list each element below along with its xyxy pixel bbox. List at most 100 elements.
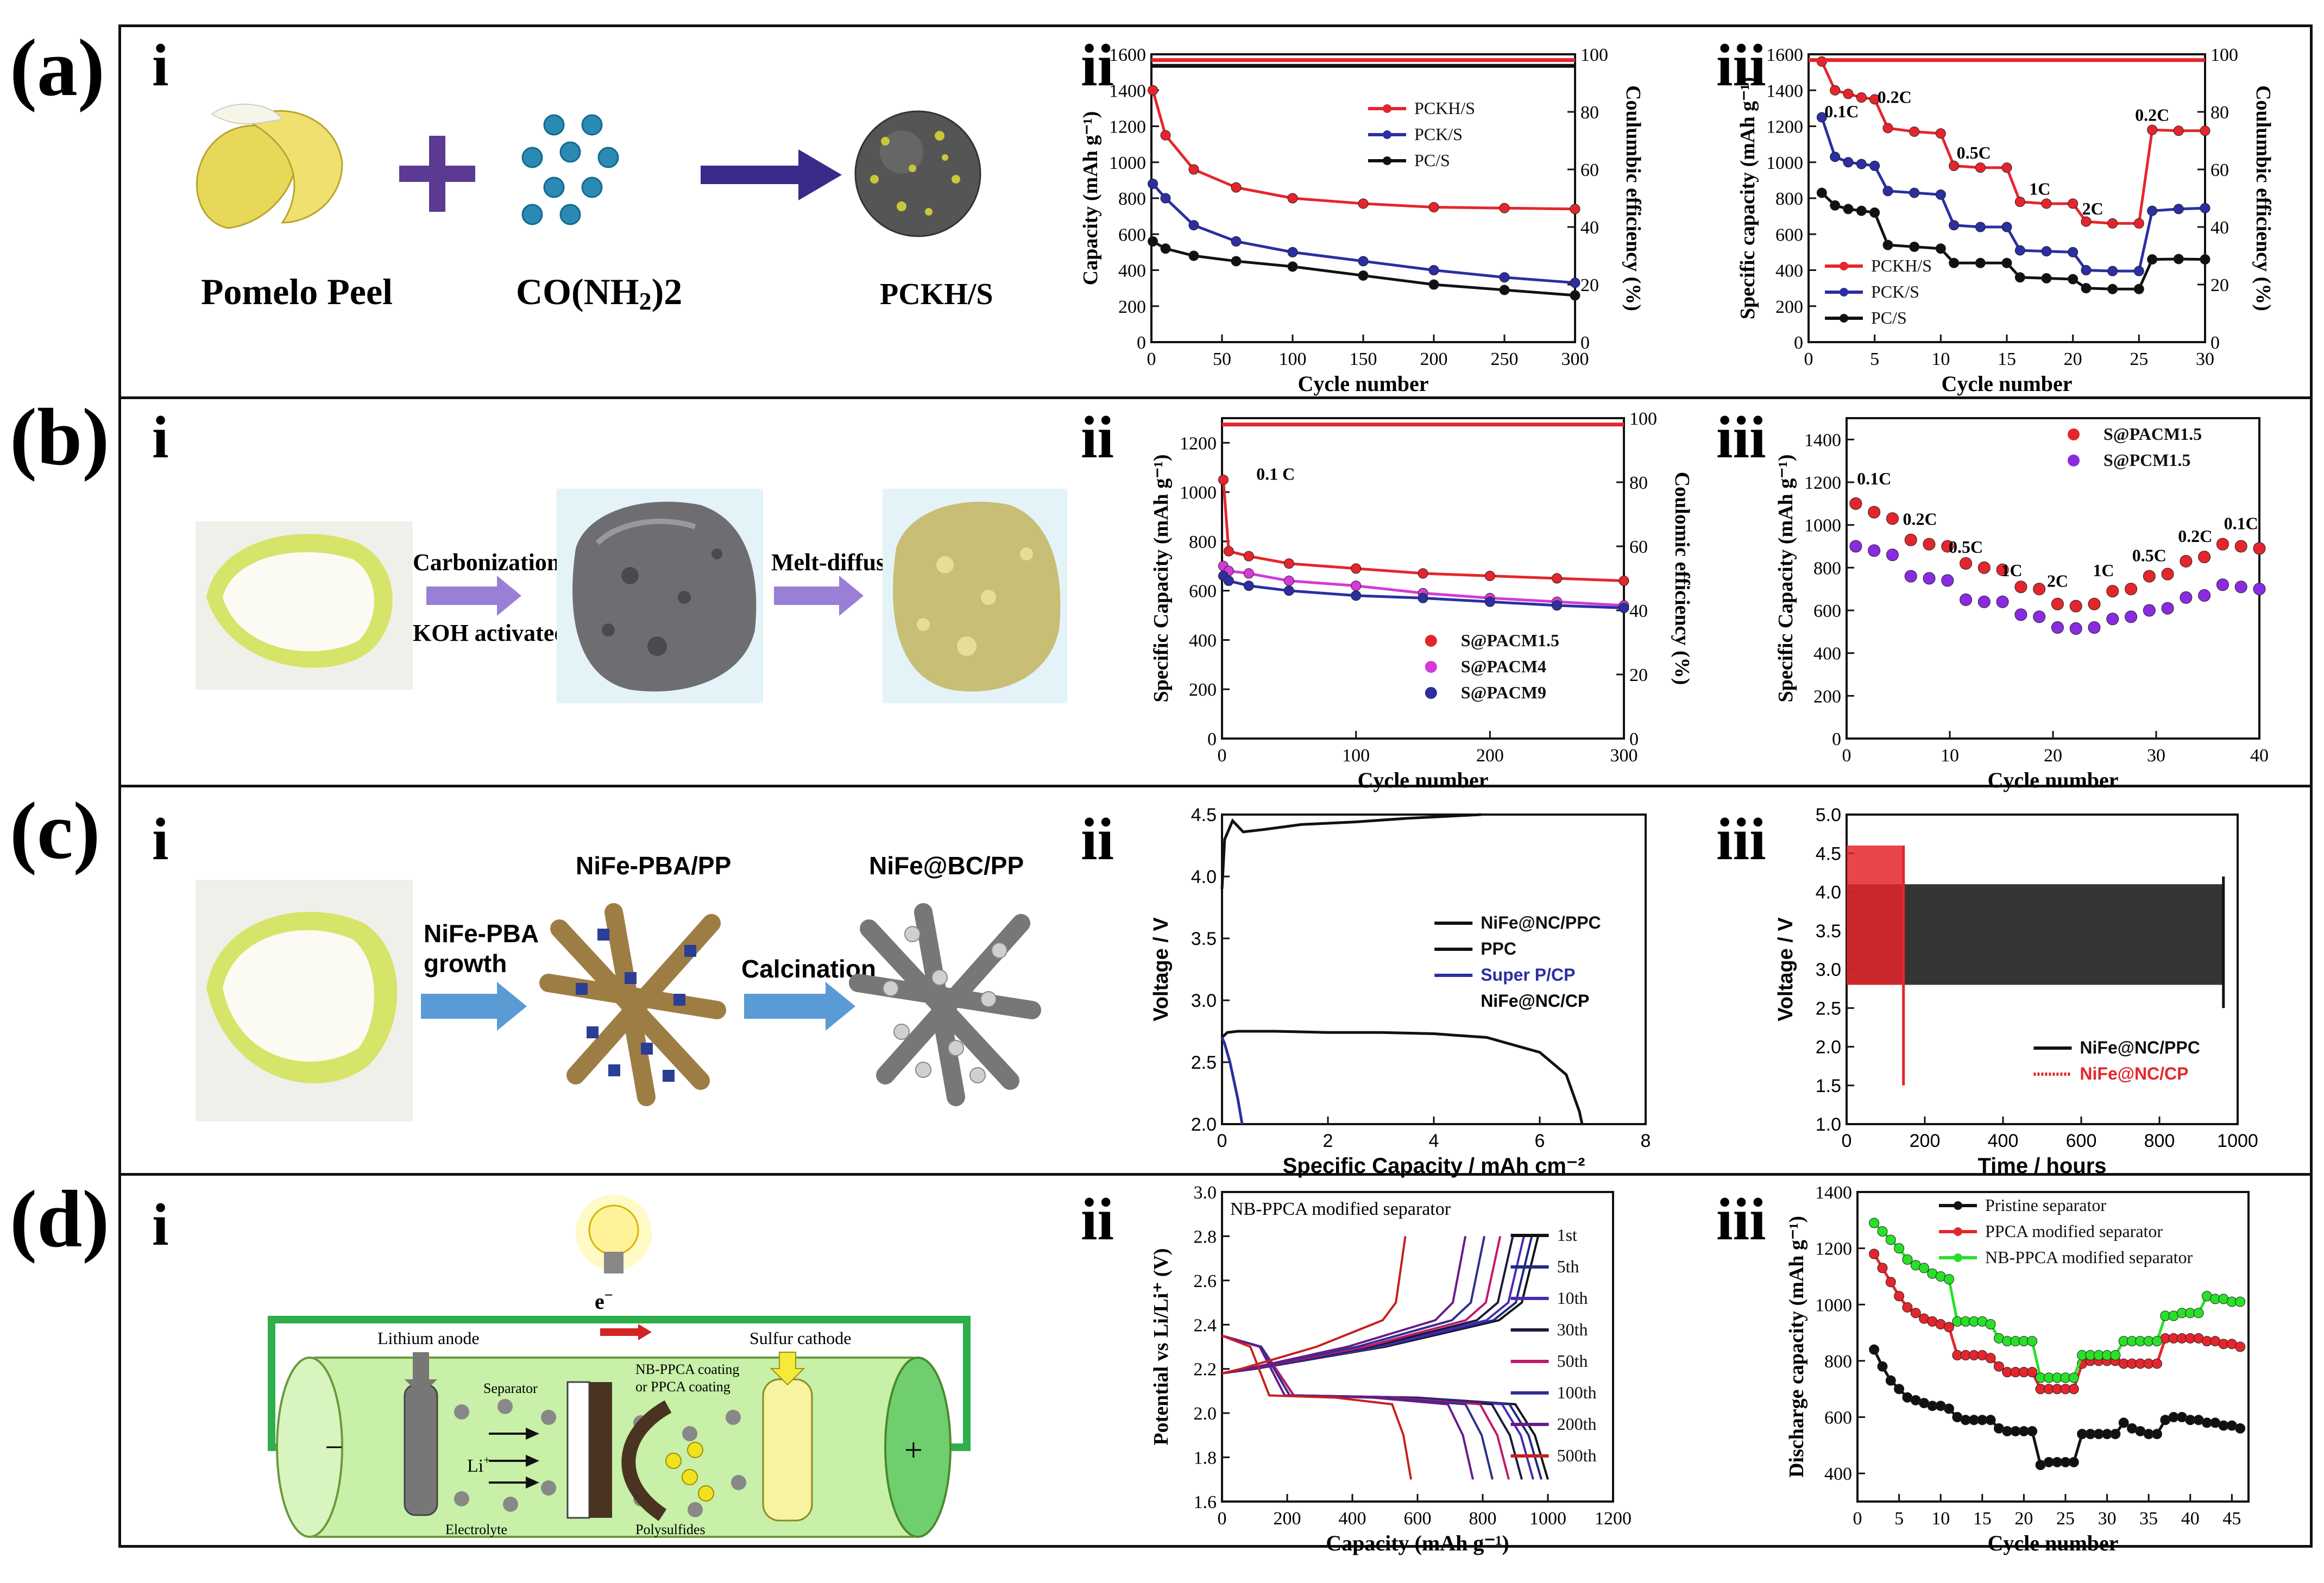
legend-label: NiFe@NC/CP bbox=[1481, 991, 1589, 1011]
data-point bbox=[2014, 197, 2025, 207]
arrow-icon-2 bbox=[774, 586, 839, 605]
data-point bbox=[1816, 112, 1827, 123]
x-tick-label: 600 bbox=[2066, 1131, 2097, 1151]
data-point bbox=[1148, 179, 1158, 189]
y-tick-label: 400 bbox=[1824, 1464, 1852, 1484]
legend-label: 500th bbox=[1557, 1446, 1597, 1465]
data-point bbox=[1231, 256, 1242, 267]
data-point bbox=[1418, 568, 1428, 579]
legend-label: 50th bbox=[1557, 1351, 1588, 1371]
x-tick-label: 0 bbox=[1853, 1509, 1862, 1529]
x-tick-label: 0 bbox=[1217, 1131, 1227, 1151]
data-point bbox=[1243, 551, 1254, 562]
x-axis-label: Cycle number bbox=[1987, 768, 2118, 792]
sub-label-b-i: i bbox=[152, 404, 169, 470]
y-axis-label: Specific capacity (mAh g⁻¹) bbox=[1736, 77, 1759, 319]
data-point bbox=[2125, 583, 2138, 596]
arrow-icon bbox=[426, 586, 497, 605]
y-tick-label: 600 bbox=[1189, 582, 1217, 602]
data-point bbox=[1830, 200, 1841, 211]
data-point bbox=[1552, 600, 1563, 611]
x-tick-label: 25 bbox=[2130, 349, 2148, 369]
annotation-label: 2C bbox=[2082, 199, 2103, 218]
pba-cubes bbox=[576, 929, 696, 1082]
y-tick-label: 1.5 bbox=[1816, 1076, 1841, 1096]
data-point bbox=[1910, 1308, 1921, 1319]
y2-tick-label: 100 bbox=[2210, 45, 2238, 65]
y-tick-label: 600 bbox=[1775, 225, 1803, 245]
plot-frame bbox=[1221, 813, 1647, 1125]
data-point bbox=[2107, 283, 2118, 294]
data-point bbox=[1877, 1226, 1888, 1237]
chart-a-iii: 0 5 10 15 20 25 300200400600800100012001400160… bbox=[1736, 45, 2275, 396]
series-line-charge bbox=[1221, 1236, 1407, 1374]
y-tick-label: 3.5 bbox=[1191, 929, 1217, 949]
pomelo-peel-label: Pomelo Peel bbox=[201, 271, 393, 312]
data-point bbox=[1418, 592, 1428, 603]
data-point bbox=[2161, 567, 2174, 581]
series-line bbox=[1821, 61, 2205, 225]
data-point bbox=[2173, 254, 2184, 264]
data-point bbox=[2147, 254, 2158, 265]
legend-label: NiFe@NC/CP bbox=[2080, 1064, 2188, 1083]
data-point bbox=[2200, 254, 2210, 265]
annotation-label: 0.2C bbox=[1903, 509, 1937, 529]
x-axis-label: Specific Capacity / mAh cm⁻² bbox=[1283, 1154, 1585, 1178]
x-tick-label: 20 bbox=[2064, 349, 2082, 369]
data-point bbox=[2033, 610, 2046, 623]
x-tick-label: 200 bbox=[1274, 1509, 1301, 1529]
data-point bbox=[2253, 542, 2266, 555]
x-tick-label: 0 bbox=[1218, 746, 1227, 766]
legend-marker bbox=[1425, 635, 1437, 647]
chart-b-ii: 0 100 200 300020040060080010001200020406080… bbox=[1150, 409, 1693, 792]
chart-d-iii: 0 5 10 15 20 25 30 35 40 45 400 600 800 1000 1200 1400 C… bbox=[1785, 1183, 2250, 1555]
data-point bbox=[1283, 558, 1294, 569]
y-tick-label: 3.0 bbox=[1194, 1183, 1217, 1203]
y-tick-label: 1200 bbox=[1109, 117, 1146, 137]
data-point bbox=[1985, 1353, 1996, 1364]
data-point bbox=[1885, 1375, 1896, 1386]
data-point bbox=[1570, 204, 1580, 215]
legend-marker bbox=[1954, 1201, 1962, 1210]
data-point bbox=[2110, 1429, 2121, 1440]
annotation-label: 1C bbox=[2093, 560, 2114, 580]
legend-label: PCK/S bbox=[1871, 282, 1919, 301]
x-axis-label: Cycle number bbox=[1941, 371, 2072, 396]
y2-tick-label: 20 bbox=[1580, 275, 1599, 295]
data-point bbox=[1816, 187, 1827, 198]
data-point bbox=[2001, 222, 2012, 232]
data-point bbox=[1188, 164, 1199, 175]
data-point bbox=[2253, 583, 2266, 596]
carbonization-label: Carbonization bbox=[413, 549, 560, 576]
data-point bbox=[1885, 1277, 1896, 1288]
data-point bbox=[1941, 540, 1954, 553]
y-tick-label: 4.5 bbox=[1191, 805, 1217, 825]
data-point bbox=[2180, 555, 2193, 568]
data-point bbox=[1886, 548, 1899, 562]
data-point bbox=[2051, 621, 2064, 634]
x-tick-label: 6 bbox=[1535, 1131, 1545, 1151]
legend-label: PCKH/S bbox=[1871, 256, 1932, 275]
data-point bbox=[1949, 257, 1960, 268]
data-point bbox=[1849, 540, 1862, 553]
x-tick-label: 8 bbox=[1641, 1131, 1651, 1151]
data-point bbox=[1885, 1234, 1896, 1245]
data-point bbox=[2088, 597, 2101, 610]
data-point bbox=[1935, 128, 1946, 139]
x-tick-label: 50 bbox=[1213, 349, 1231, 369]
annotation-label: 0.2C bbox=[1878, 87, 1912, 106]
x-tick-label: 150 bbox=[1350, 349, 1377, 369]
data-point bbox=[1909, 187, 1920, 198]
data-point bbox=[1552, 573, 1563, 584]
nife-pba-label: NiFe-PBA bbox=[424, 919, 539, 948]
data-point bbox=[2027, 1336, 2038, 1347]
panel-label-d: (d) bbox=[10, 1174, 110, 1264]
data-point bbox=[2200, 125, 2210, 136]
y2-tick-label: 80 bbox=[1629, 473, 1648, 493]
legend-marker bbox=[1425, 687, 1437, 699]
sub-label-a-i: i bbox=[152, 32, 169, 98]
data-point bbox=[1849, 497, 1862, 510]
sub-label-c-iii: iii bbox=[1716, 806, 1766, 872]
data-point bbox=[2068, 274, 2079, 285]
data-point bbox=[1283, 576, 1294, 586]
